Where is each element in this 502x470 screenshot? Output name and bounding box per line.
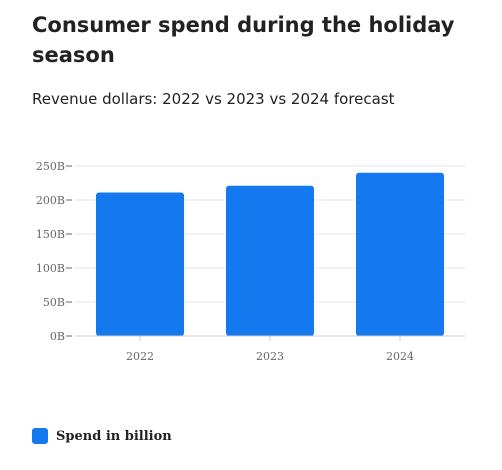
y-tick-label: 200B: [36, 194, 65, 207]
y-tick-label: 150B: [36, 228, 65, 241]
legend-label: Spend in billion: [56, 428, 172, 444]
chart-title: Consumer spend during the holiday season: [32, 13, 455, 67]
bar: [226, 185, 314, 336]
y-tick-label: 100B: [36, 262, 65, 275]
legend[interactable]: Spend in billion: [32, 428, 172, 444]
legend-swatch: [32, 428, 48, 444]
x-tick-label: 2024: [386, 350, 414, 363]
y-tick-label: 0B: [50, 330, 65, 343]
chart-subtitle: Revenue dollars: 2022 vs 2023 vs 2024 fo…: [32, 90, 395, 108]
x-tick-label: 2022: [126, 350, 154, 363]
bar-chart: 0B 50B 100B 150B 200B 250B 2022 2023 2024: [36, 160, 465, 363]
bar: [356, 172, 444, 336]
x-tick-label: 2023: [256, 350, 284, 363]
y-tick-label: 250B: [36, 160, 65, 173]
bar: [96, 192, 184, 336]
y-tick-label: 50B: [43, 296, 65, 309]
